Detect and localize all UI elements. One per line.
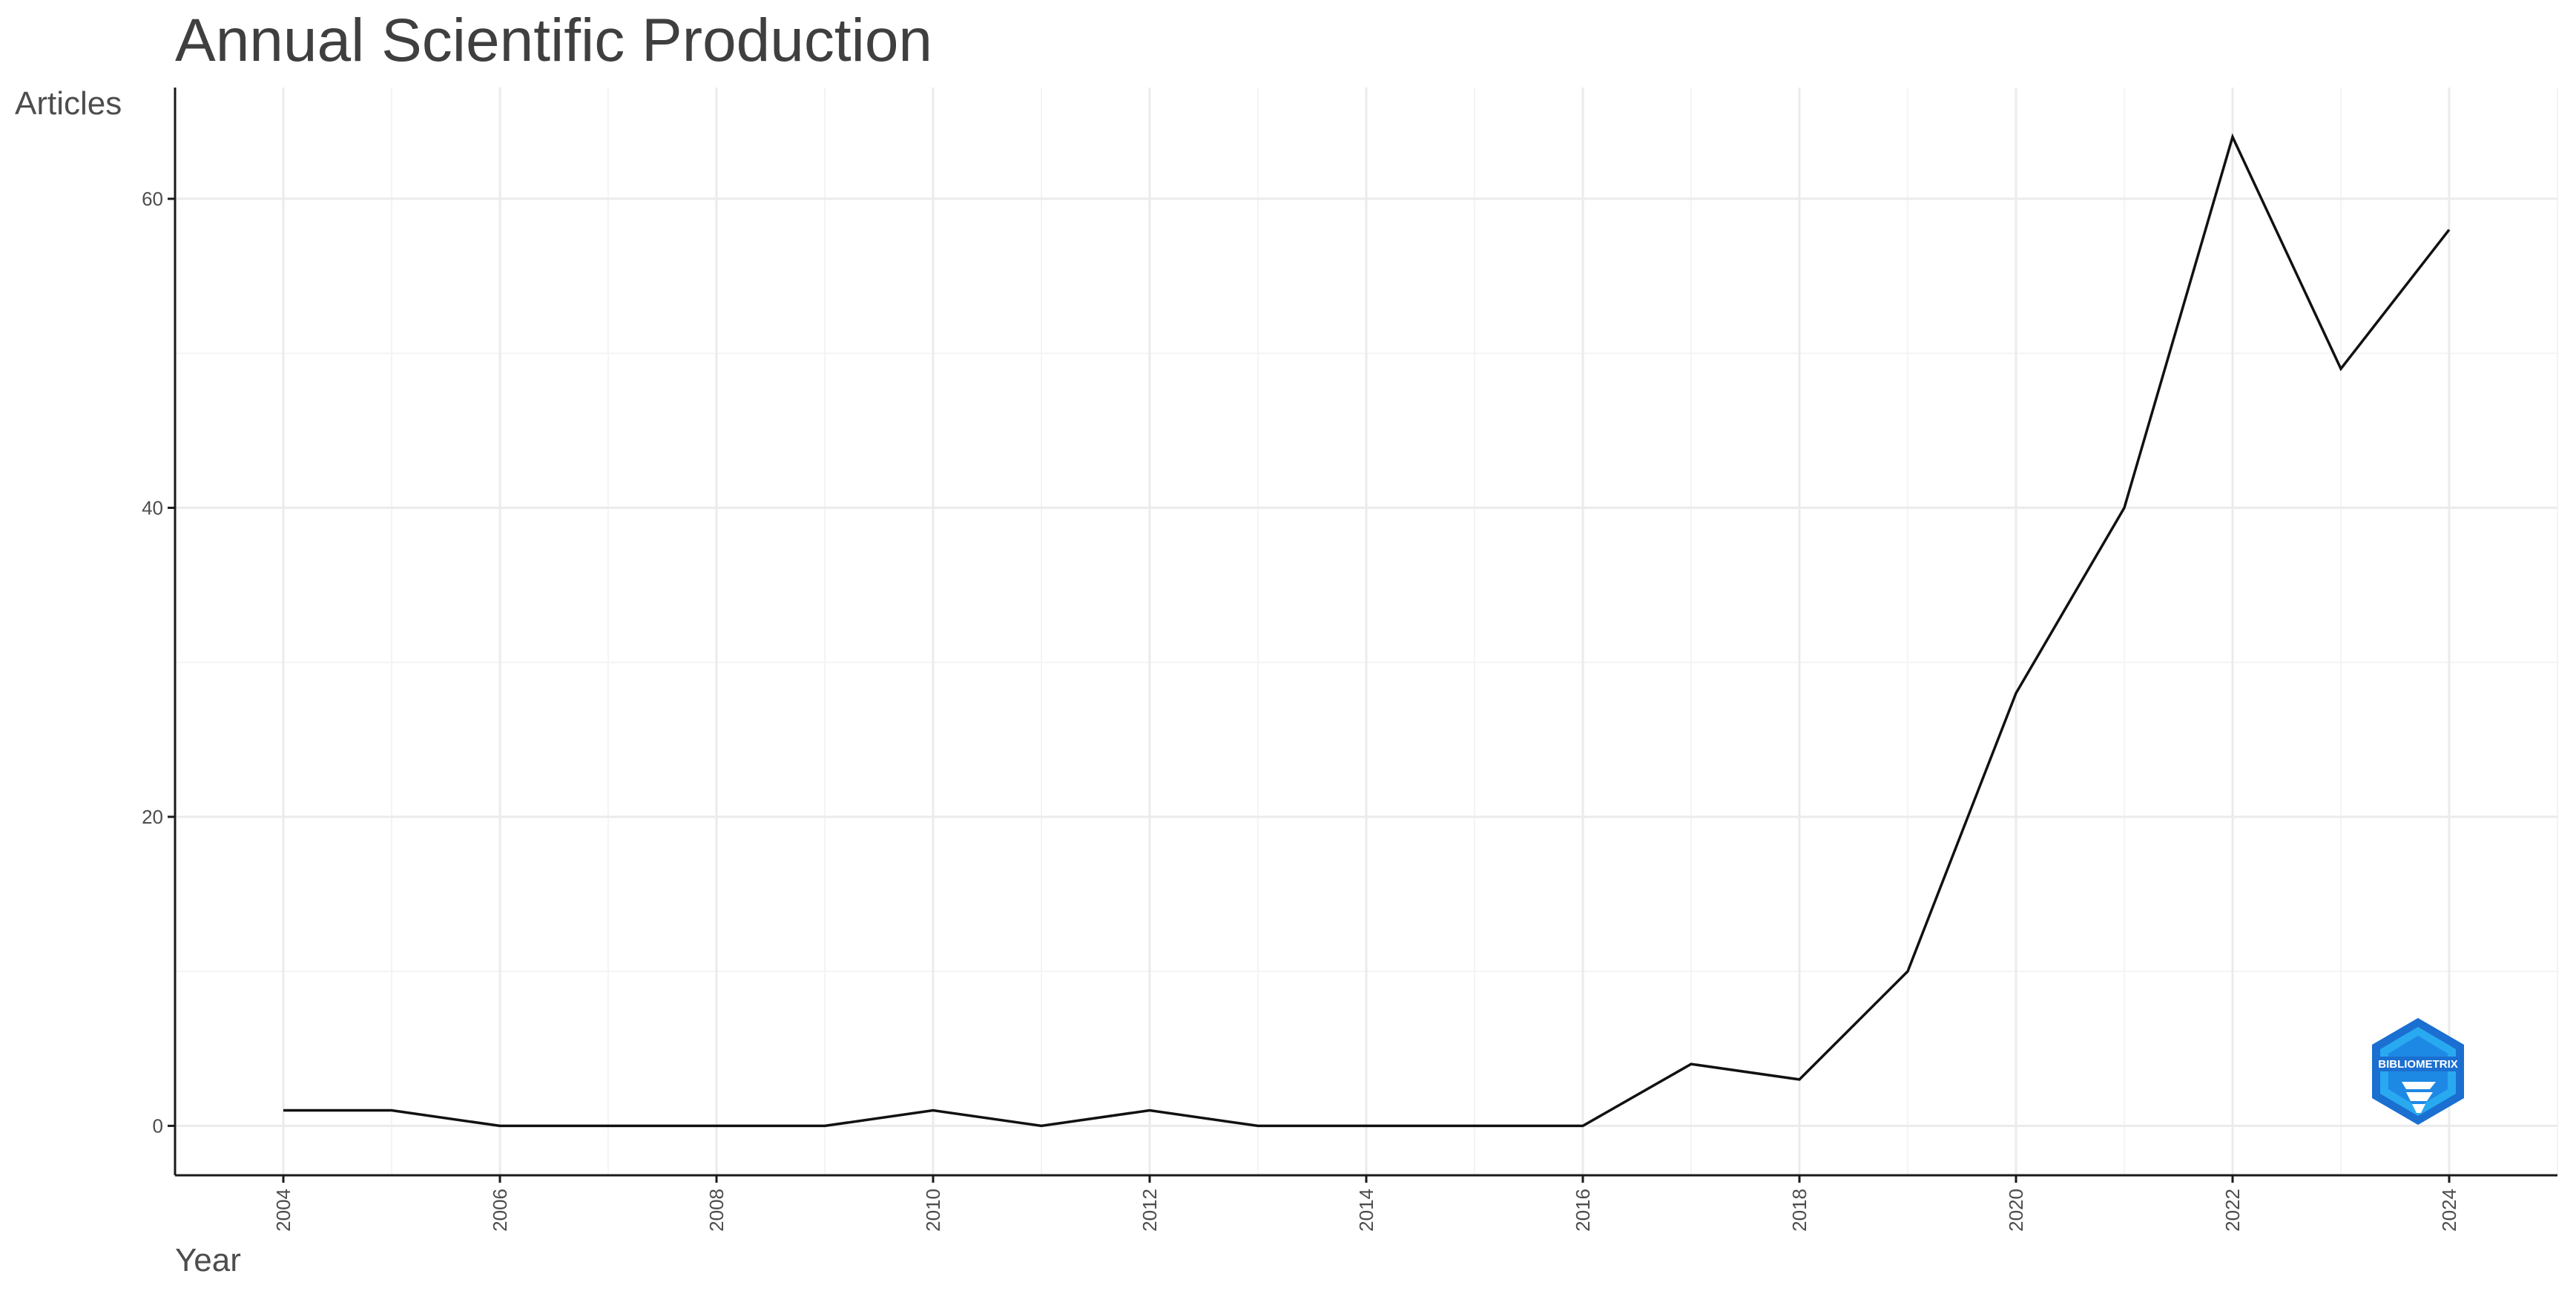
axes: 0 20 40 60 2004 2006 2008 2010 2012 2014 2016 2018 2… — [142, 88, 2557, 1232]
x-tick-label: 2020 — [2005, 1189, 2027, 1232]
y-axis-title: Articles — [15, 85, 122, 122]
x-tick-label: 2008 — [705, 1189, 728, 1232]
y-tick-label: 40 — [142, 496, 163, 519]
x-tick-label: 2014 — [1355, 1189, 1377, 1232]
x-tick-label: 2018 — [1788, 1189, 1811, 1232]
x-tick-label: 2016 — [1572, 1189, 1594, 1232]
chart-title: Annual Scientific Production — [175, 7, 932, 74]
x-tick-label: 2022 — [2221, 1189, 2244, 1232]
x-tick-label: 2010 — [922, 1189, 944, 1232]
x-tick-label: 2012 — [1139, 1189, 1161, 1232]
x-tick-label: 2024 — [2438, 1189, 2460, 1232]
x-tick-label: 2006 — [489, 1189, 511, 1232]
y-tick-label: 0 — [153, 1114, 163, 1137]
y-tick-label: 20 — [142, 806, 163, 828]
y-tick-label: 60 — [142, 188, 163, 210]
x-axis-title: Year — [175, 1242, 241, 1278]
watermark-text: BIBLIOMETRIX — [2378, 1058, 2458, 1071]
x-tick-label: 2004 — [272, 1189, 294, 1232]
